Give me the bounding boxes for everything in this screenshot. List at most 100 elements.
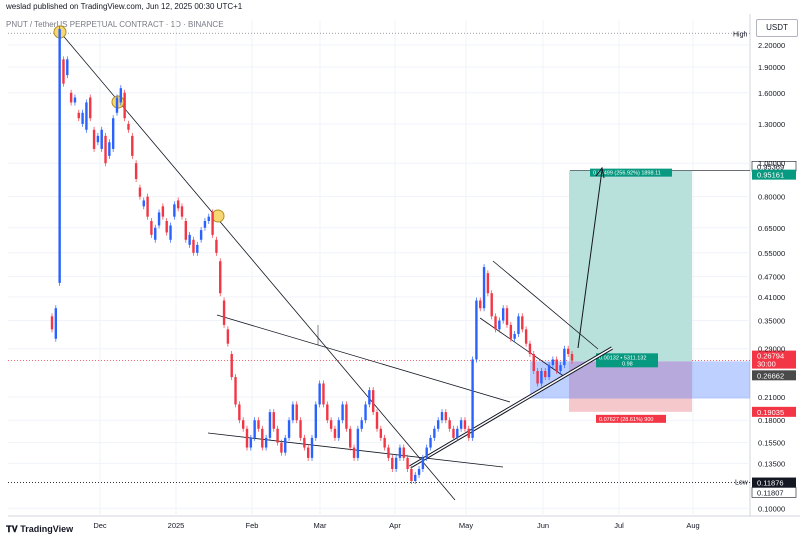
candle-body bbox=[333, 428, 337, 438]
candle-body bbox=[180, 206, 184, 217]
tradingview-logo: 𝐓𝐕 TradingView bbox=[6, 524, 73, 535]
candle-body bbox=[245, 428, 249, 448]
candle-body bbox=[356, 428, 360, 458]
candle-body bbox=[127, 123, 130, 130]
time-axis: Dec 2025 Feb Mar Apr May Jun Jul Aug bbox=[93, 521, 699, 530]
candle-body bbox=[73, 97, 77, 103]
candle-body bbox=[379, 428, 383, 438]
candle-body bbox=[226, 329, 230, 344]
x-tick-label: Dec bbox=[93, 521, 107, 530]
candle-body bbox=[165, 221, 168, 233]
price-label-bg bbox=[752, 350, 796, 361]
publish-info: weslad published on TradingView.com, Jun… bbox=[6, 2, 243, 11]
candle-body bbox=[448, 420, 451, 429]
candle-body bbox=[486, 273, 490, 294]
candle-body bbox=[92, 129, 96, 149]
candle-body bbox=[96, 135, 100, 143]
candle-body bbox=[192, 239, 195, 253]
candle-body bbox=[104, 135, 107, 164]
candle-body bbox=[570, 353, 574, 361]
price-label-bg bbox=[752, 477, 796, 488]
take-profit-zone bbox=[569, 170, 692, 362]
candle-body bbox=[234, 377, 237, 405]
candle-body bbox=[222, 300, 226, 325]
candle-body bbox=[402, 447, 405, 458]
candle-body bbox=[207, 216, 210, 222]
tv-logo-icon: 𝐓𝐕 bbox=[6, 524, 18, 534]
candle-body bbox=[257, 420, 260, 429]
candle-body bbox=[238, 404, 241, 421]
candle-body bbox=[299, 420, 302, 438]
price-label-bg bbox=[752, 169, 796, 180]
candle-body bbox=[417, 468, 421, 475]
candle-body bbox=[394, 457, 398, 469]
y-tick-label: 2.20000 bbox=[758, 41, 785, 50]
candle-body bbox=[352, 447, 356, 458]
candle-body bbox=[69, 92, 73, 103]
x-tick-label: May bbox=[459, 521, 473, 530]
candle-body bbox=[551, 359, 555, 366]
candle-body bbox=[482, 267, 486, 309]
symbol-title[interactable]: PNUT / TetherUS PERPETUAL CONTRACT · 1D … bbox=[6, 20, 224, 29]
candle-body bbox=[199, 230, 203, 240]
candle-body bbox=[111, 118, 115, 149]
touch-point bbox=[211, 209, 225, 223]
candle-body bbox=[295, 404, 298, 421]
candle-body bbox=[345, 404, 348, 429]
candle-body bbox=[513, 333, 516, 339]
price-label: 0.95369 bbox=[757, 162, 784, 171]
candle-body bbox=[284, 437, 287, 453]
candle-body bbox=[157, 212, 161, 226]
y-tick-label: 0.35000 bbox=[758, 317, 785, 326]
candle-body bbox=[291, 404, 295, 421]
currency-button[interactable]: USDT bbox=[756, 19, 798, 37]
candle-body bbox=[196, 244, 199, 253]
candle-body bbox=[337, 420, 340, 438]
candle-body bbox=[440, 412, 444, 421]
y-tick-label: 0.47000 bbox=[758, 272, 785, 281]
candle-body bbox=[230, 353, 233, 378]
candle-body bbox=[62, 59, 65, 84]
y-tick-label: 0.21000 bbox=[758, 393, 785, 402]
candle-body bbox=[524, 329, 528, 344]
candle-body bbox=[154, 227, 157, 240]
stop-loss-zone bbox=[569, 361, 692, 412]
y-tick-label: 1.30000 bbox=[758, 120, 785, 129]
candle-body bbox=[505, 308, 509, 325]
candle-body bbox=[444, 412, 448, 421]
logo-text: TradingView bbox=[20, 524, 74, 534]
candle-body bbox=[276, 428, 279, 443]
entry-label-1: 0.00132 • 5311.132 bbox=[599, 355, 646, 361]
x-tick-label: Mar bbox=[314, 521, 327, 530]
candle-body bbox=[467, 428, 470, 438]
candle-body bbox=[501, 308, 505, 321]
candle-body bbox=[173, 204, 176, 217]
price-label: 0.26662 bbox=[757, 371, 784, 380]
stop-label: 0.07627 (28.61%) 900 bbox=[599, 417, 653, 423]
candle-body bbox=[268, 412, 272, 438]
y-tick-label: 0.15500 bbox=[758, 439, 785, 448]
candle-body bbox=[203, 221, 207, 228]
candle-body bbox=[131, 135, 134, 156]
x-tick-label: Feb bbox=[246, 521, 259, 530]
candle-body bbox=[215, 239, 218, 253]
price-label: 0.11807 bbox=[757, 488, 784, 497]
candle-body bbox=[211, 212, 214, 235]
price-label: 0.95161 bbox=[757, 171, 784, 180]
y-tick-label: 0.55000 bbox=[758, 249, 785, 258]
candle-body bbox=[494, 316, 497, 330]
candle-body bbox=[77, 112, 80, 119]
candle-body bbox=[58, 28, 61, 283]
price-label: 30:00 bbox=[757, 360, 776, 369]
y-tick-label: 1.00000 bbox=[758, 159, 785, 168]
candle-body bbox=[123, 92, 126, 119]
y-tick-label: 1.60000 bbox=[758, 89, 785, 98]
high-label: High bbox=[733, 31, 748, 38]
candle-body bbox=[66, 59, 69, 76]
y-tick-label: 0.18000 bbox=[758, 416, 785, 425]
candle-body bbox=[119, 88, 123, 103]
candle-body bbox=[555, 359, 558, 371]
